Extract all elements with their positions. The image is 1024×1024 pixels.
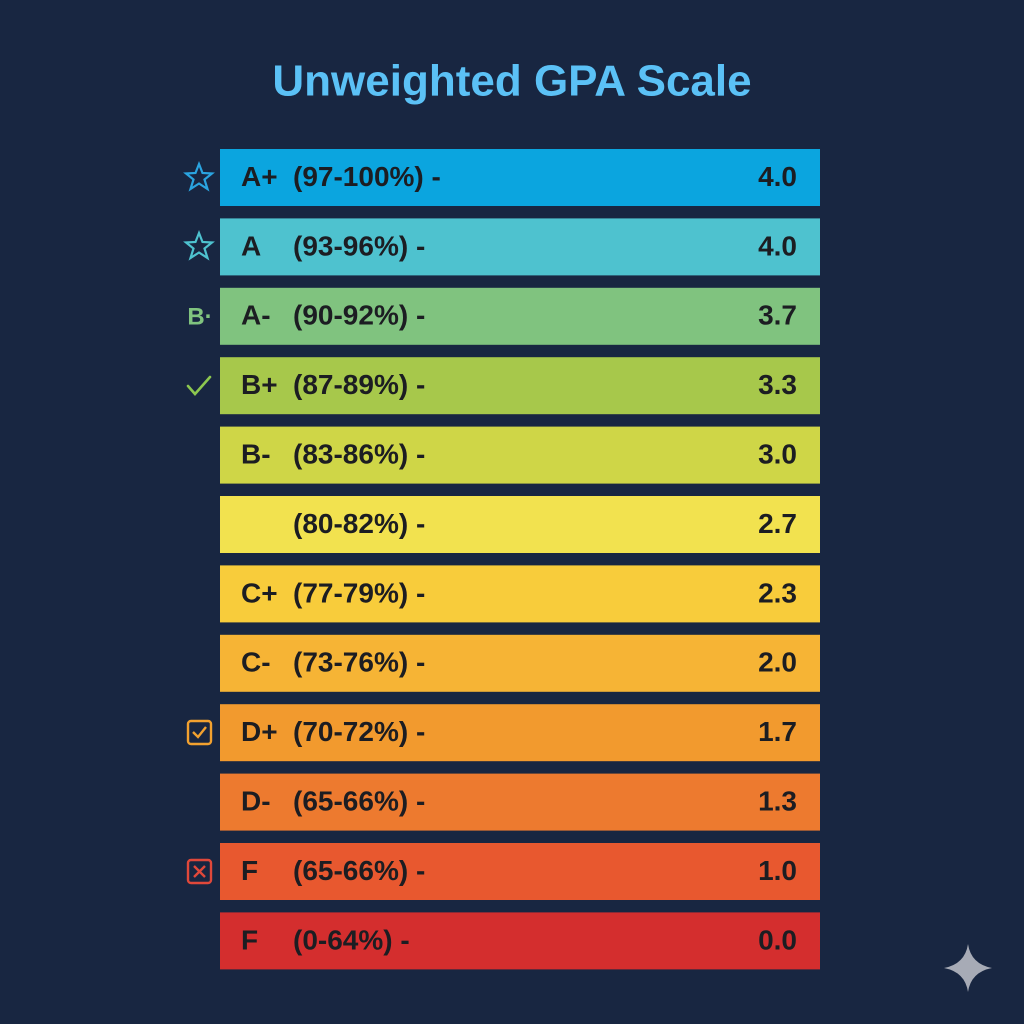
percent-range: (73-76%) - bbox=[293, 647, 425, 678]
row-bar bbox=[220, 565, 820, 623]
gpa-value: 2.7 bbox=[758, 508, 797, 539]
percent-range: (65-66%) - bbox=[293, 785, 425, 816]
grade-letter: B- bbox=[241, 438, 271, 469]
sparkle-icon bbox=[944, 944, 992, 992]
percent-range: (0-64%) - bbox=[293, 924, 410, 955]
grade-letter: F bbox=[241, 924, 258, 955]
grade-letter: C+ bbox=[241, 577, 278, 608]
row-bar bbox=[220, 634, 820, 692]
percent-range: (87-89%) - bbox=[293, 369, 425, 400]
gpa-value: 1.7 bbox=[758, 716, 797, 747]
grade-letter: A bbox=[241, 230, 261, 261]
gpa-value: 1.0 bbox=[758, 855, 797, 886]
star-icon bbox=[183, 229, 215, 261]
gpa-value: 2.0 bbox=[758, 647, 797, 678]
gpa-value: 2.3 bbox=[758, 577, 797, 608]
grade-letter: A+ bbox=[241, 161, 278, 192]
gpa-value: 3.0 bbox=[758, 438, 797, 469]
gpa-value: 0.0 bbox=[758, 924, 797, 955]
row-bar bbox=[220, 773, 820, 831]
checkbox-icon bbox=[186, 719, 213, 746]
grade-row: B+ (87-89%) - 3.3 bbox=[220, 357, 820, 415]
check-icon bbox=[186, 375, 212, 396]
row-bar bbox=[220, 357, 820, 415]
grade-row: F (65-66%) - 1.0 bbox=[220, 843, 820, 900]
grade-row: F (0-64%) - 0.0 bbox=[220, 912, 820, 970]
percent-range: (93-96%) - bbox=[293, 230, 425, 261]
row-bar bbox=[220, 149, 820, 206]
gpa-value: 3.7 bbox=[758, 300, 797, 331]
row-bar bbox=[220, 704, 820, 762]
title: Unweighted GPA Scale bbox=[272, 57, 751, 106]
gpa-value: 3.3 bbox=[758, 369, 797, 400]
grade-letter: C- bbox=[241, 647, 271, 678]
percent-range: (83-86%) - bbox=[293, 438, 425, 469]
percent-range: (70-72%) - bbox=[293, 716, 425, 747]
grade-row: A+ (97-100%) - 4.0 bbox=[220, 149, 820, 206]
row-bar bbox=[220, 426, 820, 484]
row-bar bbox=[220, 843, 820, 900]
grade-letter: F bbox=[241, 855, 258, 886]
grade-letter: A- bbox=[241, 300, 271, 331]
x-box-icon bbox=[186, 858, 213, 885]
grade-row: D+ (70-72%) - 1.7 bbox=[220, 704, 820, 762]
gpa-value: 1.3 bbox=[758, 785, 797, 816]
gpa-value: 4.0 bbox=[758, 161, 797, 192]
percent-range: (80-82%) - bbox=[293, 508, 425, 539]
row-bar bbox=[220, 218, 820, 276]
grade-row: B- (83-86%) - 3.0 bbox=[220, 426, 820, 484]
star-icon bbox=[183, 160, 215, 192]
row-bar bbox=[220, 287, 820, 345]
grade-letter: D+ bbox=[241, 716, 278, 747]
grade-row: C+ (77-79%) - 2.3 bbox=[220, 565, 820, 623]
rows: A+ (97-100%) - 4.0 A (93-96%) - 4.0 A- (90-92%)… bbox=[220, 149, 820, 970]
percent-range: (77-79%) - bbox=[293, 577, 425, 608]
icon-text: B· bbox=[187, 303, 212, 330]
percent-range: (65-66%) - bbox=[293, 855, 425, 886]
grade-letter: D- bbox=[241, 785, 271, 816]
grade-row: A- (90-92%) - 3.7 bbox=[220, 287, 820, 345]
grade-row: D- (65-66%) - 1.3 bbox=[220, 773, 820, 831]
percent-range: (97-100%) - bbox=[293, 161, 441, 192]
percent-range: (90-92%) - bbox=[293, 300, 425, 331]
grade-row: A (93-96%) - 4.0 bbox=[220, 218, 820, 276]
row-bar bbox=[220, 912, 820, 970]
grade-row: C- (73-76%) - 2.0 bbox=[220, 634, 820, 692]
row-bar bbox=[220, 496, 820, 553]
grade-letter: B+ bbox=[241, 369, 278, 400]
gpa-value: 4.0 bbox=[758, 230, 797, 261]
grade-row: (80-82%) - 2.7 bbox=[220, 496, 820, 553]
